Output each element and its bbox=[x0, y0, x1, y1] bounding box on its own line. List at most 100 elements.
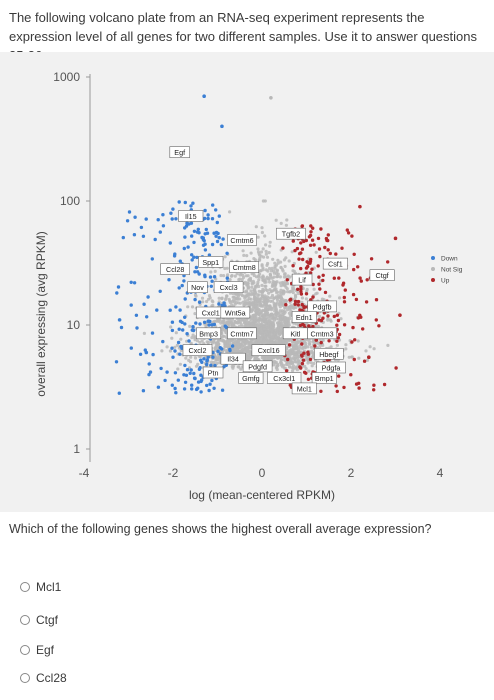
point-down bbox=[211, 355, 215, 359]
point-down bbox=[163, 378, 167, 383]
point-notsig bbox=[278, 299, 282, 303]
point-notsig bbox=[273, 264, 277, 269]
option-mcl1[interactable]: Mcl1 bbox=[20, 578, 61, 596]
point-down bbox=[220, 347, 224, 351]
point-notsig bbox=[316, 324, 320, 329]
point-down bbox=[192, 255, 196, 259]
gene-label-box bbox=[160, 263, 190, 275]
point-down bbox=[159, 366, 163, 371]
point-notsig bbox=[213, 348, 217, 352]
point-down bbox=[199, 373, 203, 377]
point-down bbox=[138, 352, 143, 356]
point-notsig bbox=[257, 321, 261, 325]
point-up bbox=[336, 318, 341, 323]
gene-label: Bmp1 bbox=[315, 374, 334, 383]
point-notsig bbox=[344, 347, 348, 351]
point-notsig bbox=[210, 360, 214, 364]
point-up bbox=[367, 355, 371, 359]
point-notsig bbox=[246, 281, 250, 285]
point-down bbox=[147, 362, 151, 366]
point-down bbox=[208, 382, 212, 386]
point-notsig bbox=[249, 316, 253, 320]
point-notsig bbox=[241, 338, 245, 342]
point-up bbox=[319, 389, 323, 393]
point-notsig bbox=[256, 298, 260, 302]
point-notsig bbox=[238, 301, 242, 305]
option-ccl28[interactable]: Ccl28 bbox=[20, 669, 67, 687]
point-notsig bbox=[289, 309, 293, 313]
point-notsig bbox=[198, 340, 202, 344]
point-notsig bbox=[256, 282, 260, 286]
point-down bbox=[210, 378, 214, 383]
radio-button[interactable] bbox=[20, 673, 30, 683]
point-notsig bbox=[238, 345, 242, 349]
point-notsig bbox=[274, 218, 278, 222]
point-up bbox=[350, 340, 354, 344]
legend-marker bbox=[431, 256, 435, 260]
gene-label-box bbox=[322, 257, 348, 270]
option-egf[interactable]: Egf bbox=[20, 641, 54, 659]
point-notsig bbox=[262, 255, 266, 259]
point-notsig bbox=[268, 336, 272, 340]
point-down bbox=[210, 323, 214, 327]
radio-button[interactable] bbox=[20, 645, 30, 655]
point-notsig bbox=[260, 264, 264, 268]
gene-label: Mcl1 bbox=[297, 384, 312, 393]
point-notsig bbox=[264, 330, 268, 334]
point-down bbox=[178, 308, 182, 312]
y-tick-label: 10 bbox=[67, 318, 81, 332]
point-down bbox=[174, 391, 178, 395]
point-notsig bbox=[269, 338, 273, 342]
point-down bbox=[212, 275, 217, 279]
option-ctgf[interactable]: Ctgf bbox=[20, 611, 58, 629]
point-up bbox=[316, 236, 321, 241]
point-notsig bbox=[189, 355, 193, 359]
point-notsig bbox=[268, 306, 272, 311]
point-notsig bbox=[309, 361, 313, 365]
radio-button[interactable] bbox=[20, 582, 30, 592]
point-down bbox=[187, 339, 191, 343]
gene-label-box bbox=[311, 372, 337, 384]
point-notsig bbox=[239, 322, 243, 326]
point-down bbox=[148, 370, 153, 374]
point-down bbox=[134, 313, 139, 317]
point-notsig bbox=[294, 342, 298, 347]
gene-label: Csf1 bbox=[328, 260, 343, 269]
point-up bbox=[398, 313, 402, 317]
gene-label: Bmp3 bbox=[199, 329, 218, 338]
point-up bbox=[342, 295, 346, 300]
point-up bbox=[374, 298, 379, 302]
point-notsig bbox=[309, 345, 313, 349]
gene-label-box bbox=[238, 372, 264, 384]
legend-label: Up bbox=[441, 278, 450, 285]
point-down bbox=[204, 227, 208, 232]
point-notsig bbox=[222, 321, 227, 326]
point-down bbox=[127, 210, 132, 214]
point-down bbox=[174, 305, 178, 309]
point-up bbox=[291, 264, 295, 268]
point-notsig bbox=[178, 362, 182, 366]
point-notsig bbox=[269, 325, 273, 329]
point-notsig bbox=[272, 269, 276, 273]
point-notsig bbox=[312, 361, 316, 366]
point-down bbox=[170, 328, 175, 333]
legend: Down Not Sig Up bbox=[431, 256, 463, 285]
point-notsig bbox=[365, 358, 370, 362]
point-up bbox=[317, 282, 321, 286]
point-notsig bbox=[260, 335, 264, 339]
point-notsig bbox=[295, 368, 299, 372]
point-notsig bbox=[269, 95, 273, 100]
point-down bbox=[115, 291, 119, 295]
point-down bbox=[182, 279, 186, 283]
point-notsig bbox=[225, 266, 229, 270]
point-notsig bbox=[247, 350, 251, 354]
gene-label-box bbox=[369, 269, 395, 281]
radio-button[interactable] bbox=[20, 615, 30, 625]
gene-label-box bbox=[187, 281, 208, 293]
point-down bbox=[210, 242, 215, 247]
point-down bbox=[183, 297, 187, 301]
point-up bbox=[306, 377, 311, 381]
point-notsig bbox=[288, 305, 292, 309]
point-notsig bbox=[300, 296, 304, 300]
gene-label: Lif bbox=[298, 276, 306, 285]
